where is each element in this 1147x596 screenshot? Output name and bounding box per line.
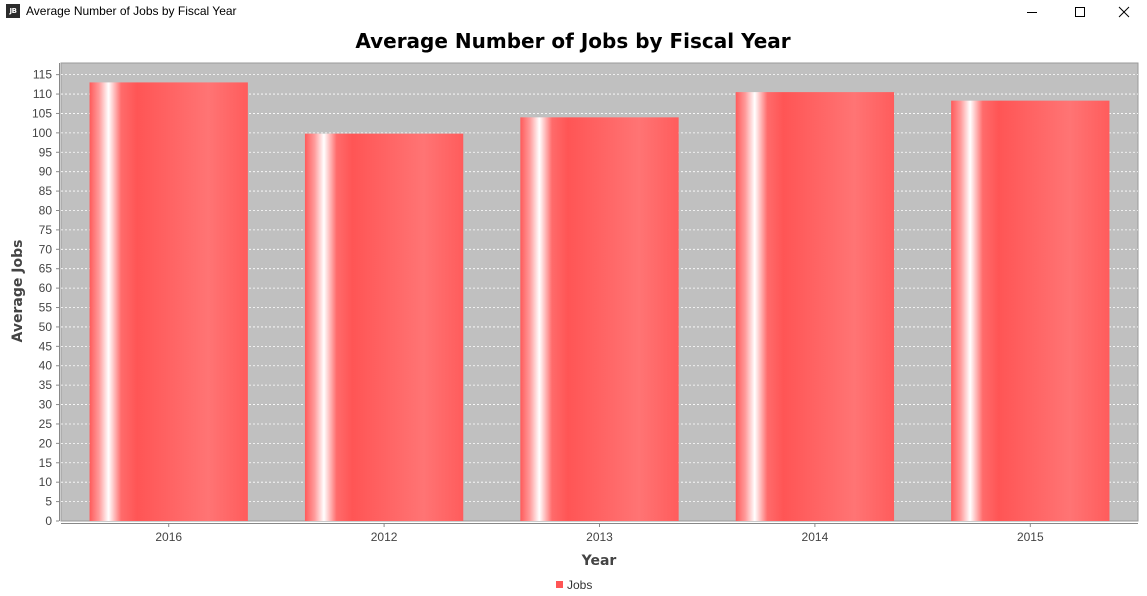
y-tick-label: 35 [39,378,53,392]
y-tick-label: 15 [39,456,53,470]
x-tick-label: 2014 [802,530,829,544]
y-tick-label: 5 [45,495,52,509]
y-tick-label: 20 [39,436,53,450]
y-tick-label: 60 [39,281,53,295]
bar-2016 [89,82,248,521]
close-icon [1118,6,1130,18]
x-tick-label: 2013 [586,530,613,544]
window-titlebar: JB Average Number of Jobs by Fiscal Year [0,0,1147,24]
legend: Jobs [556,578,592,592]
y-tick-label: 105 [32,106,52,120]
bar-2015 [951,100,1110,521]
y-axis-ticks: 0 5 10 15 20 25 30 35 40 45 50 55 60 65 70 75 80 85 90 95 10… [32,68,59,528]
y-tick-label: 75 [39,223,53,237]
app-icon: JB [6,4,20,18]
bar-2013 [520,117,679,521]
y-tick-label: 50 [39,320,53,334]
maximize-button[interactable] [1057,0,1103,24]
y-tick-label: 85 [39,184,53,198]
y-tick-label: 110 [33,87,52,101]
minimize-button[interactable] [1009,0,1055,24]
chart-title: Average Number of Jobs by Fiscal Year [355,29,790,53]
y-axis-label: Average Jobs [10,240,26,343]
y-tick-label: 45 [39,339,53,353]
y-tick-label: 30 [39,398,53,412]
y-tick-label: 25 [39,417,53,431]
x-tick-label: 2012 [371,530,398,544]
y-tick-label: 10 [39,475,53,489]
window-title: Average Number of Jobs by Fiscal Year [26,4,237,18]
y-tick-label: 0 [45,514,52,528]
y-tick-label: 100 [32,126,52,140]
y-tick-label: 80 [39,203,53,217]
bars [89,82,1110,521]
bar-chart: Average Number of Jobs by Fiscal Year 0 5… [10,29,1139,592]
close-button[interactable] [1101,0,1147,24]
maximize-icon [1075,7,1085,17]
x-axis-ticks: 2016 2012 2013 2014 2015 [155,523,1044,544]
y-tick-label: 65 [39,262,53,276]
y-tick-label: 70 [39,242,53,256]
y-tick-label: 90 [39,165,53,179]
x-tick-label: 2015 [1017,530,1044,544]
x-axis-label: Year [581,553,617,569]
bar-2012 [304,133,464,521]
y-tick-label: 115 [33,68,52,82]
legend-swatch [556,581,563,588]
y-tick-label: 55 [39,301,53,315]
y-tick-label: 40 [39,359,53,373]
y-tick-label: 95 [39,145,53,159]
bar-2014 [735,92,895,521]
minimize-icon [1027,12,1037,13]
x-tick-label: 2016 [155,530,182,544]
legend-label: Jobs [567,578,592,592]
